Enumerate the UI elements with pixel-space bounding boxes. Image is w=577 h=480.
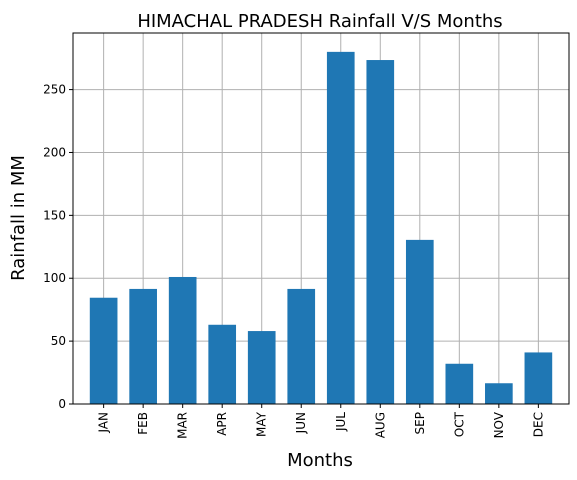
bar-may — [247, 331, 276, 404]
plot-frame — [72, 32, 570, 405]
chart-title: HIMACHAL PRADESH Rainfall V/S Months — [137, 11, 502, 32]
x-axis-title: Months — [287, 450, 353, 471]
x-tick-label: OCT — [452, 411, 466, 437]
x-tick-label: APR — [215, 412, 229, 436]
bar-jan — [89, 297, 118, 404]
bar-aug — [366, 60, 395, 405]
bar-jun — [287, 288, 316, 404]
x-tick-label: JUN — [294, 412, 308, 434]
bar-oct — [445, 363, 474, 404]
bar-feb — [129, 288, 157, 404]
bar-sep — [405, 239, 434, 404]
y-axis: 0 50 100 150 200 250 — [43, 83, 73, 411]
y-tick-label: 200 — [43, 145, 66, 159]
x-tick-label: JAN — [97, 412, 111, 434]
x-tick-label: FEB — [136, 412, 150, 435]
x-tick-label: MAY — [255, 411, 269, 437]
x-tick-label: AUG — [373, 412, 387, 438]
y-axis-title: Rainfall in MM — [8, 155, 29, 281]
bar-mar — [168, 276, 197, 404]
y-tick-label: 100 — [43, 271, 66, 285]
y-tick-label: 250 — [43, 83, 66, 97]
x-tick-label: DEC — [531, 412, 545, 437]
x-tick-label: JUL — [334, 412, 348, 432]
bars — [89, 51, 553, 405]
x-tick-label: MAR — [176, 412, 190, 439]
bar-apr — [208, 324, 237, 404]
bar-nov — [485, 383, 513, 404]
bar-jul — [326, 51, 355, 404]
x-tick-label: NOV — [492, 411, 506, 438]
y-tick-label: 50 — [51, 334, 66, 348]
y-tick-label: 150 — [43, 208, 66, 222]
y-tick-label: 0 — [58, 397, 66, 411]
x-axis: JAN FEB MAR APR MAY JUN JUL AUG SEP OCT NOV DEC — [97, 404, 545, 439]
bar-dec — [524, 352, 553, 404]
x-tick-label: SEP — [413, 412, 427, 434]
